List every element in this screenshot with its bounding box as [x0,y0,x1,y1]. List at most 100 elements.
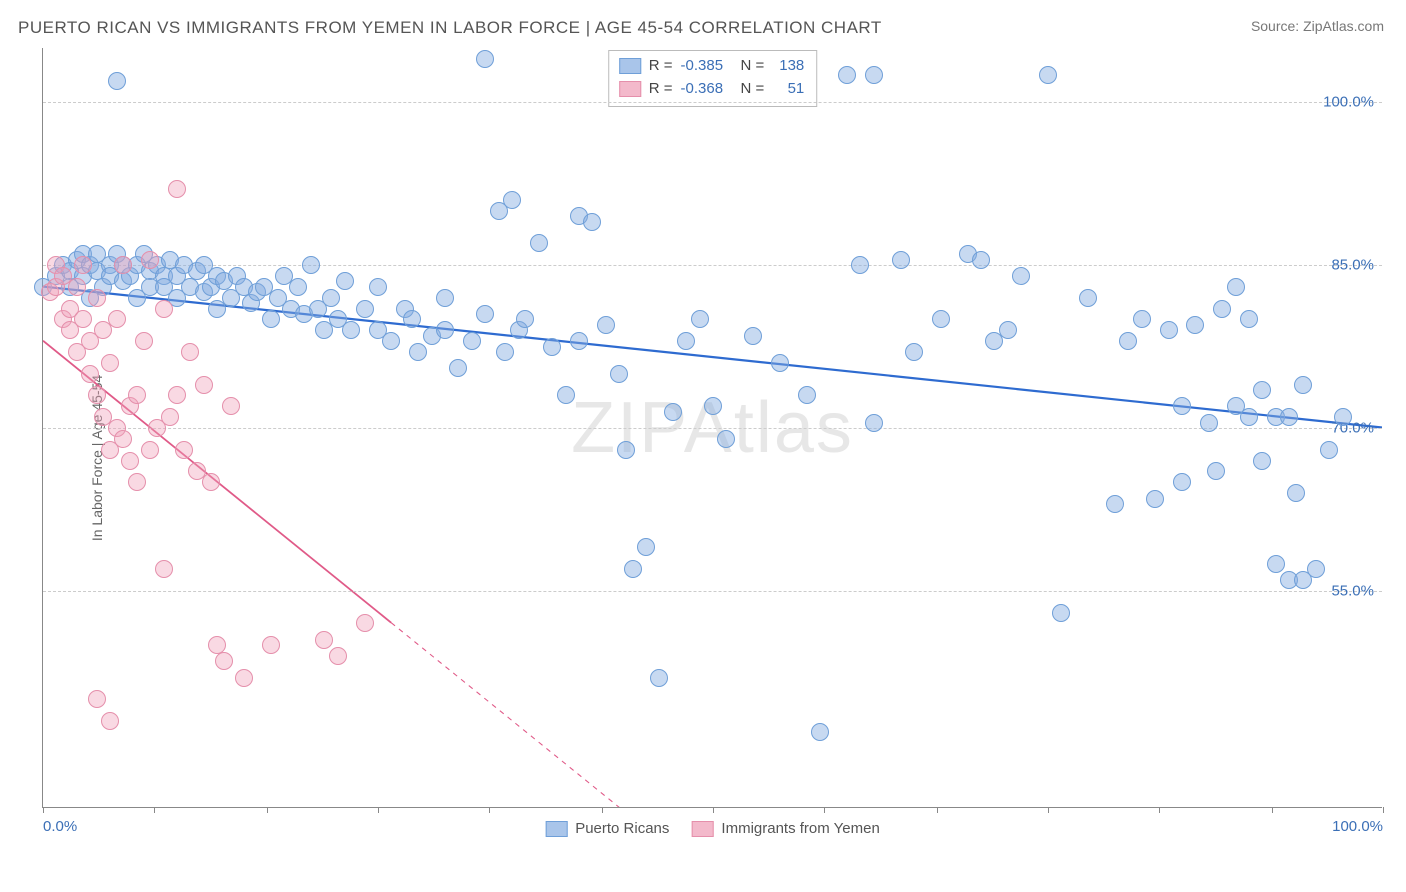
x-tick [713,807,714,813]
stat-r-label: R = [649,55,673,78]
data-point [463,332,481,350]
data-point [101,712,119,730]
data-point [302,256,320,274]
y-tick-label: 55.0% [1331,582,1374,599]
data-point [1227,278,1245,296]
data-point [195,376,213,394]
data-point [1160,321,1178,339]
data-point [1133,310,1151,328]
data-point [356,614,374,632]
data-point [1307,560,1325,578]
data-point [128,473,146,491]
data-point [356,300,374,318]
data-point [1213,300,1231,318]
data-point [1173,473,1191,491]
data-point [543,338,561,356]
data-point [74,256,92,274]
legend-item: Immigrants from Yemen [691,820,879,837]
data-point [141,251,159,269]
plot-area: ZIPAtlas R =-0.385N =138R =-0.368N =51 P… [42,48,1382,808]
data-point [476,305,494,323]
data-point [108,72,126,90]
data-point [1200,414,1218,432]
legend-label: Puerto Ricans [575,820,669,837]
data-point [811,723,829,741]
data-point [369,278,387,296]
data-point [624,560,642,578]
data-point [999,321,1017,339]
data-point [141,441,159,459]
data-point [1106,495,1124,513]
data-point [1173,397,1191,415]
correlation-stats-box: R =-0.385N =138R = -0.368 N = 51 [608,50,818,107]
data-point [336,272,354,290]
x-tick [267,807,268,813]
data-point [88,289,106,307]
data-point [1320,441,1338,459]
data-point [496,343,514,361]
data-point [128,386,146,404]
data-point [771,354,789,372]
data-point [664,403,682,421]
data-point [1253,381,1271,399]
gridline [43,591,1382,592]
data-point [449,359,467,377]
data-point [135,332,153,350]
stats-row: R =-0.385N =138 [619,55,805,78]
series-legend: Puerto Ricans Immigrants from Yemen [545,820,880,837]
data-point [1207,462,1225,480]
data-point [476,50,494,68]
data-point [202,473,220,491]
data-point [530,234,548,252]
stat-n-value: 138 [772,55,804,78]
data-point [436,321,454,339]
chart-title: PUERTO RICAN VS IMMIGRANTS FROM YEMEN IN… [18,18,882,38]
data-point [121,452,139,470]
data-point [168,386,186,404]
data-point [409,343,427,361]
data-point [1240,310,1258,328]
data-point [1240,408,1258,426]
x-tick [378,807,379,813]
x-tick [602,807,603,813]
stat-n-value: 51 [772,78,804,101]
data-point [101,354,119,372]
data-point [235,669,253,687]
data-point [851,256,869,274]
data-point [114,256,132,274]
data-point [215,652,233,670]
chart-container: In Labor Force | Age 45-54 ZIPAtlas R =-… [0,48,1406,868]
x-tick [1159,807,1160,813]
stat-r-value: -0.368 [681,78,733,101]
data-point [691,310,709,328]
x-tick [1383,807,1384,813]
data-point [865,414,883,432]
data-point [744,327,762,345]
legend-swatch [619,81,641,97]
data-point [905,343,923,361]
x-tick [43,807,44,813]
data-point [342,321,360,339]
data-point [650,669,668,687]
data-point [81,365,99,383]
gridline [43,265,1382,266]
x-tick [1272,807,1273,813]
x-tick [489,807,490,813]
data-point [161,408,179,426]
data-point [403,310,421,328]
trend-line-extrapolated [391,623,739,807]
data-point [798,386,816,404]
source-prefix: Source: [1251,18,1303,34]
legend-swatch [545,821,567,837]
stats-row: R =-0.368N =51 [619,78,805,101]
data-point [329,647,347,665]
x-tick [937,807,938,813]
stat-n-label: N = [741,78,765,101]
data-point [262,310,280,328]
data-point [717,430,735,448]
data-point [597,316,615,334]
header-bar: PUERTO RICAN VS IMMIGRANTS FROM YEMEN IN… [0,0,1406,48]
data-point [88,690,106,708]
data-point [557,386,575,404]
data-point [972,251,990,269]
